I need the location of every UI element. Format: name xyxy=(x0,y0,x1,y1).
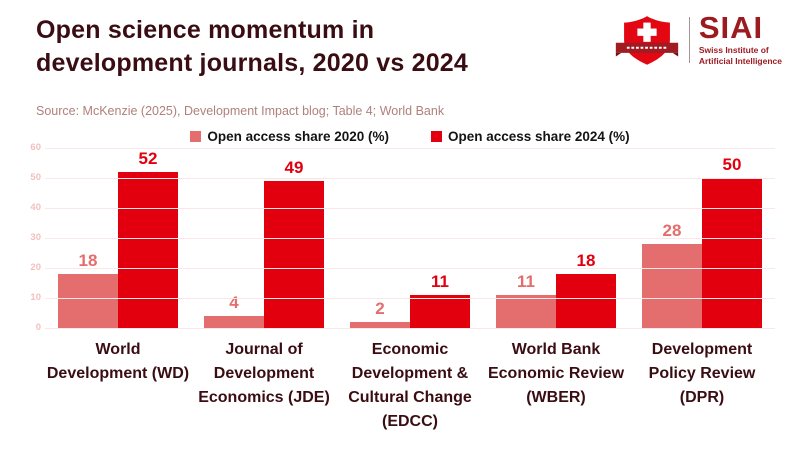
logo-divider xyxy=(688,17,690,63)
bar-value-label: 49 xyxy=(284,158,304,177)
legend-swatch-2024 xyxy=(431,131,442,142)
y-axis-tick-label: 20 xyxy=(30,262,41,273)
legend-item-2024: Open access share 2024 (%) xyxy=(431,129,630,144)
bar xyxy=(350,322,410,328)
bar-cell: 28 xyxy=(642,221,702,328)
bar xyxy=(496,295,556,328)
category-label: Economic Development & Cultural Change (… xyxy=(348,341,472,430)
bar-cell: 50 xyxy=(702,155,762,328)
page-title: Open science momentum in development jou… xyxy=(36,14,468,80)
category-label: Journal of Development Economics (JDE) xyxy=(198,341,330,406)
source-note: Source: McKenzie (2025), Development Imp… xyxy=(36,104,445,118)
bar-value-label: 18 xyxy=(576,251,596,270)
bar-group: 11 18 xyxy=(483,148,629,328)
legend-label-2020: Open access share 2020 (%) xyxy=(207,129,389,144)
y-axis-tick-label: 60 xyxy=(30,142,41,153)
category-label: World Bank Economic Review (WBER) xyxy=(487,341,625,406)
y-axis-tick-label: 30 xyxy=(30,232,41,243)
y-axis-tick-label: 10 xyxy=(30,292,41,303)
category-label: Development Policy Review (DPR) xyxy=(648,341,756,406)
gridline xyxy=(45,327,775,329)
bar xyxy=(118,172,178,328)
bar-cell: 18 xyxy=(556,251,616,328)
gridline xyxy=(45,177,775,179)
page-title-line-2: development journals, 2020 vs 2024 xyxy=(36,49,469,77)
y-axis-tick-label: 40 xyxy=(30,202,41,213)
bar xyxy=(556,274,616,328)
bar-cell: 11 xyxy=(410,272,470,328)
swiss-shield-icon xyxy=(615,16,679,65)
bar-value-label: 11 xyxy=(517,272,535,291)
brand-box: SIAI Swiss Institute of Artificial Intel… xyxy=(698,10,782,67)
bar-cell: 52 xyxy=(118,149,178,328)
siai-logo: SIAI Swiss Institute of Artificial Intel… xyxy=(614,12,782,68)
bar-value-label: 2 xyxy=(375,299,385,318)
category-label: World Development (WD) xyxy=(46,341,190,382)
gridline xyxy=(45,207,775,209)
bar xyxy=(204,316,264,328)
bar-value-label: 11 xyxy=(431,272,449,291)
gridline xyxy=(45,147,775,149)
bar-group: 2 11 xyxy=(337,148,483,328)
bar-cell: 11 xyxy=(496,272,556,328)
gridline xyxy=(45,267,775,269)
bar xyxy=(410,295,470,328)
plot-area: 18 52 4 49 2 11 11 18 28 50 0 10 20 30 40 50 60 xyxy=(30,142,775,333)
y-axis-tick-label: 50 xyxy=(30,172,41,183)
bar-cell: 2 xyxy=(350,299,410,328)
brand-name: SIAI xyxy=(698,10,764,46)
bar xyxy=(58,274,118,328)
bar-cell: 18 xyxy=(58,251,118,328)
bar-cell: 4 xyxy=(204,293,264,328)
page-title-line-1: Open science momentum in xyxy=(36,16,375,44)
bar-groups: 18 52 4 49 2 11 11 18 28 50 xyxy=(45,148,775,328)
x-axis-labels: World Development (WD) Journal of Develop… xyxy=(45,338,775,434)
bar-group: 28 50 xyxy=(629,148,775,328)
bar-value-label: 52 xyxy=(138,149,158,168)
legend-item-2020: Open access share 2020 (%) xyxy=(190,129,389,144)
brand-tagline-line-2: Artificial Intelligence xyxy=(698,55,782,66)
bar xyxy=(642,244,702,328)
y-axis-tick-label: 0 xyxy=(35,322,41,333)
legend-label-2024: Open access share 2024 (%) xyxy=(448,129,630,144)
gridline xyxy=(45,237,775,239)
bar-value-label: 18 xyxy=(78,251,98,270)
bar-cell: 49 xyxy=(264,158,324,328)
chart-legend: Open access share 2020 (%) Open access s… xyxy=(45,129,775,144)
bar-value-label: 50 xyxy=(722,155,742,174)
bar-group: 4 49 xyxy=(191,148,337,328)
brand-tagline-line-1: Swiss Institute of xyxy=(698,44,769,55)
bar xyxy=(264,181,324,328)
bar-value-label: 28 xyxy=(662,221,682,240)
gridline xyxy=(45,297,775,299)
legend-swatch-2020 xyxy=(190,131,202,142)
bar-group: 18 52 xyxy=(45,148,191,328)
bar xyxy=(702,178,762,328)
brand-tagline: Swiss Institute of Artificial Intelligen… xyxy=(699,45,782,67)
bar-value-label: 4 xyxy=(229,293,239,312)
